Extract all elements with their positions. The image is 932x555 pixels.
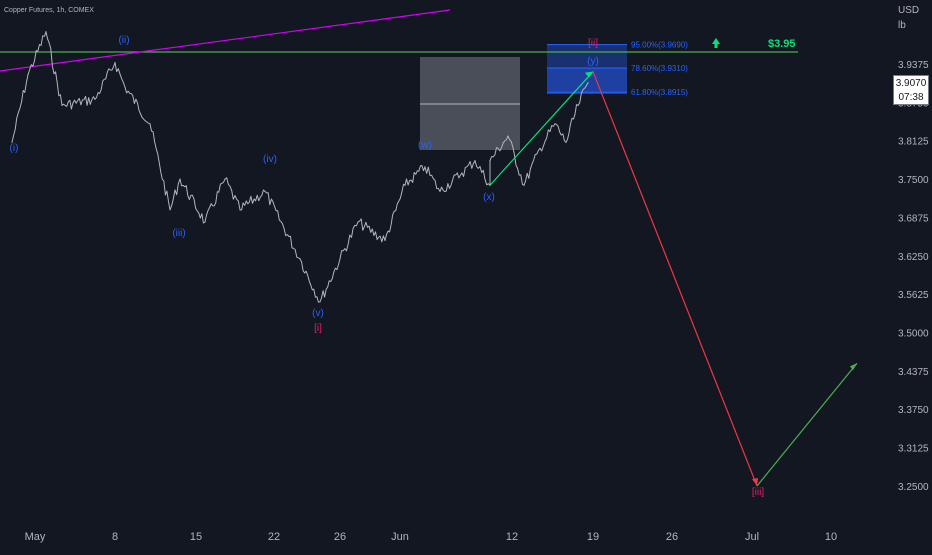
fib-level-label: 78.60%(3.9310) (631, 64, 688, 73)
price-point (61, 104, 63, 107)
price-point (507, 135, 509, 137)
price-point (149, 123, 151, 125)
x-tick-label: 19 (587, 531, 599, 543)
axis-unit-label: USD (898, 5, 919, 16)
x-tick-label: 10 (825, 531, 837, 543)
wave-label: (w) (418, 140, 432, 151)
projection-bullish-leg-y (489, 71, 594, 186)
price-point (11, 141, 13, 143)
price-point (461, 172, 463, 174)
x-tick-label: May (25, 531, 46, 543)
price-point (239, 209, 241, 211)
price-point (357, 221, 359, 223)
projection-arrowhead (850, 363, 857, 371)
x-tick-label: 15 (190, 531, 202, 543)
y-tick-label: 3.5000 (898, 329, 929, 340)
price-point (587, 82, 589, 84)
price-point (204, 221, 206, 223)
y-tick-label: 3.4375 (898, 367, 929, 378)
wave-label: [ii] (588, 38, 598, 49)
projection-arrowhead (752, 477, 758, 486)
price-point (439, 190, 441, 192)
price-point (404, 184, 406, 186)
price-point (424, 166, 426, 168)
price-point (565, 141, 567, 143)
target-up-arrow-icon (712, 38, 720, 48)
price-point (319, 301, 321, 303)
x-tick-label: 8 (112, 531, 118, 543)
projection-bearish-leg (592, 71, 758, 487)
wave-label: (y) (587, 56, 599, 67)
price-point (554, 123, 556, 125)
wave-label: [i] (314, 323, 322, 334)
wave-label: (v) (312, 308, 324, 319)
price-point (114, 61, 116, 64)
price-point (577, 104, 579, 107)
last-price-value: 3.9070 (895, 78, 927, 89)
axis-unit-label: lb (898, 20, 906, 31)
trendline (0, 9, 451, 72)
y-tick-label: 3.2500 (898, 482, 929, 493)
x-tick-label: Jun (391, 531, 409, 543)
price-point (224, 178, 226, 180)
fib-level-label: 61.80%(3.8915) (631, 88, 688, 97)
last-price-countdown: 07:38 (898, 92, 924, 103)
y-tick-label: 3.3125 (898, 444, 929, 455)
price-point (384, 239, 386, 242)
y-tick-label: 3.6875 (898, 213, 929, 224)
projection-bullish-leg (756, 362, 858, 487)
price-point (264, 190, 266, 192)
x-tick-label: 26 (666, 531, 678, 543)
fib-level-label: 95.00%(3.9690) (631, 41, 688, 50)
price-point (539, 147, 541, 149)
y-tick-label: 3.5625 (898, 290, 929, 301)
price-point (45, 31, 47, 33)
y-tick-label: 3.6250 (898, 252, 929, 263)
price-point (124, 86, 126, 88)
y-tick-label: 3.7500 (898, 175, 929, 186)
y-tick-label: 3.3750 (898, 405, 929, 416)
price-point (474, 160, 476, 162)
wave-label: (ii) (118, 35, 129, 46)
price-point (299, 258, 301, 260)
price-point (94, 98, 96, 100)
target-price-label: $3.95 (768, 38, 796, 50)
price-point (179, 178, 181, 180)
price-point (27, 74, 29, 76)
last-price-tag: 3.9070 07:38 (893, 75, 929, 105)
wave-label: (x) (483, 192, 495, 203)
projection-arrowhead (585, 71, 593, 78)
x-tick-label: Jul (745, 531, 759, 543)
price-point (489, 160, 491, 162)
x-tick-label: 22 (268, 531, 280, 543)
price-point (339, 258, 341, 260)
y-tick-label: 3.8125 (898, 137, 929, 148)
fib-target-zone-inner (547, 68, 627, 94)
chart-symbol-header: Copper Futures, 1h, COMEX (4, 7, 94, 14)
wave-label: [iii] (752, 487, 764, 498)
price-point (523, 184, 525, 186)
price-point (169, 209, 171, 211)
wave-label: (iv) (263, 154, 277, 165)
wave-label: (i) (10, 143, 19, 154)
x-tick-label: 26 (334, 531, 346, 543)
x-tick-label: 12 (506, 531, 518, 543)
y-tick-label: 3.9375 (898, 60, 929, 71)
wave-label: (iii) (172, 228, 185, 239)
price-line-series (11, 31, 589, 303)
